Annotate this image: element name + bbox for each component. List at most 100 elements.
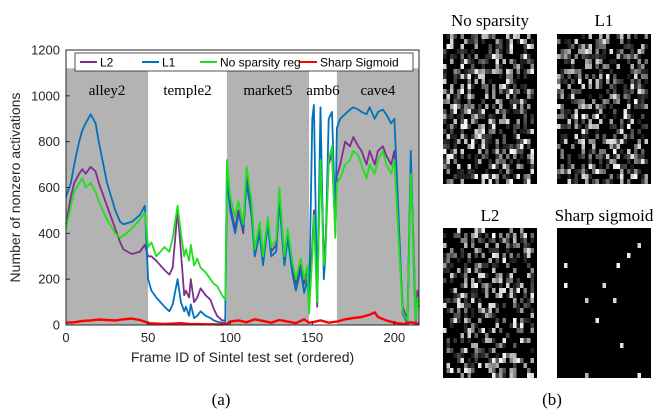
activation-cell [567, 164, 571, 169]
activation-cell [457, 233, 461, 238]
activation-cell [520, 149, 524, 154]
activation-cell [509, 353, 513, 358]
activation-cell [446, 258, 450, 263]
activation-cell [457, 114, 461, 119]
activation-cell [502, 373, 506, 378]
activation-cell [474, 54, 478, 59]
activation-cell [620, 174, 624, 179]
activation-cell [460, 179, 464, 184]
activation-cell [446, 134, 450, 139]
activation-cell [474, 129, 478, 134]
activation-cell [481, 74, 485, 79]
activation-cell [520, 338, 524, 343]
activation-cell [478, 348, 482, 353]
activation-cell [634, 84, 638, 89]
activation-cell [499, 368, 503, 373]
activation-cell [502, 318, 506, 323]
activation-cell [630, 64, 634, 69]
activation-cell [471, 363, 475, 368]
activation-cell [443, 119, 447, 124]
activation-cell [567, 174, 571, 179]
activation-cell [609, 124, 613, 129]
activation-cell [560, 164, 564, 169]
activation-cell [460, 74, 464, 79]
activation-cell [627, 134, 631, 139]
activation-cell [613, 124, 617, 129]
activation-cell [502, 174, 506, 179]
caption-b: (b) [542, 390, 562, 409]
activation-cell [513, 79, 517, 84]
activation-cell [527, 318, 531, 323]
activation-cell [509, 149, 513, 154]
activation-cell [446, 308, 450, 313]
activation-cell [492, 348, 496, 353]
activation-cell [495, 69, 499, 74]
activation-cell [599, 94, 603, 99]
activation-cell [637, 79, 641, 84]
activation-cell [488, 174, 492, 179]
activation-cell [530, 64, 534, 69]
activation-cell [471, 69, 475, 74]
activation-cell [637, 94, 641, 99]
activation-cell [492, 89, 496, 94]
activation-cell [443, 54, 447, 59]
activation-cell [443, 159, 447, 164]
activation-cell [467, 94, 471, 99]
activation-cell [513, 268, 517, 273]
activation-cell [460, 169, 464, 174]
activation-cell [602, 49, 606, 54]
activation-cell [453, 253, 457, 258]
activation-cell [523, 238, 527, 243]
activation-cell [520, 228, 524, 233]
activation-cell [464, 298, 468, 303]
activation-cell [492, 278, 496, 283]
activation-cell [523, 129, 527, 134]
activation-cell [443, 253, 447, 258]
activation-cell [599, 109, 603, 114]
activation-cell [623, 139, 627, 144]
activation-cell [495, 59, 499, 64]
activation-cell [495, 303, 499, 308]
activation-cell [560, 104, 564, 109]
activation-cell [609, 144, 613, 149]
activation-cell [443, 129, 447, 134]
activation-cell [516, 99, 520, 104]
activation-cell [588, 44, 592, 49]
activation-cell [644, 74, 648, 79]
activation-cell [581, 54, 585, 59]
activation-cell [457, 94, 461, 99]
activation-cell [450, 34, 454, 39]
activation-cell [637, 119, 641, 124]
activation-cell [457, 69, 461, 74]
activation-cell [599, 104, 603, 109]
activation-cell [509, 99, 513, 104]
activation-cell [502, 84, 506, 89]
activation-cell [637, 89, 641, 94]
activation-cell [460, 89, 464, 94]
axis-ticks: 0 50 100 150 200 0 200 400 600 800 1000 1200 [31, 43, 405, 346]
legend-label-1: L1 [162, 56, 176, 70]
activation-cell [488, 124, 492, 129]
activation-cell [492, 328, 496, 333]
activation-cell [578, 79, 582, 84]
activation-cell [509, 79, 513, 84]
activation-cell [495, 308, 499, 313]
activation-cell [506, 353, 510, 358]
activation-cell [637, 69, 641, 74]
activation-cell [564, 139, 568, 144]
activation-cell [443, 74, 447, 79]
activation-cell [443, 109, 447, 114]
activation-cell [513, 144, 517, 149]
activation-cell [467, 104, 471, 109]
activation-cell [453, 318, 457, 323]
activation-cell [443, 303, 447, 308]
activation-cell [450, 298, 454, 303]
activation-cell [443, 258, 447, 263]
activation-cell [516, 278, 520, 283]
activation-cell [644, 34, 648, 39]
activation-cell [446, 124, 450, 129]
activation-cell [509, 104, 513, 109]
activation-cell [623, 89, 627, 94]
activation-cell [474, 174, 478, 179]
activation-cell [502, 258, 506, 263]
